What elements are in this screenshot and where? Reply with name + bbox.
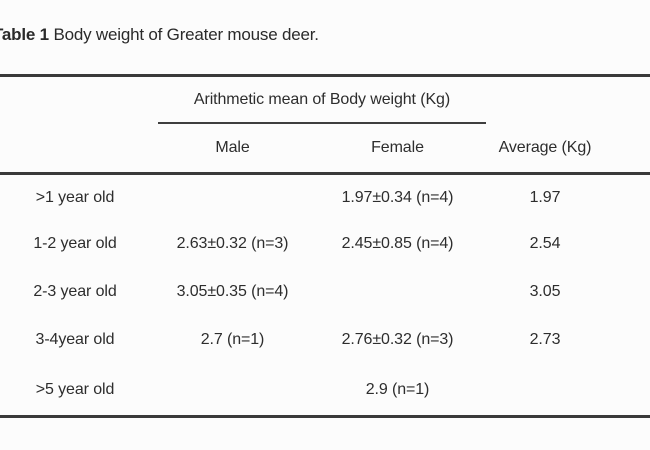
table-caption-number: Table 1 (0, 25, 49, 44)
female-cell: 2.45±0.85 (n=4) (341, 235, 454, 252)
table-row: 2-3 year old 3.05±0.35 (n=4) 3.05 (0, 268, 650, 316)
age-cell: 2-3 year old (33, 283, 117, 300)
column-header-male: Male (215, 139, 250, 156)
male-cell (150, 364, 315, 415)
table-row: 3-4year old 2.7 (n=1) 2.76±0.32 (n=3) 2.… (0, 316, 650, 364)
average-cell: 2.54 (529, 235, 561, 252)
table-row: >5 year old 2.9 (n=1) (0, 364, 650, 415)
male-cell: 2.7 (n=1) (200, 331, 265, 348)
female-cell: 2.76±0.32 (n=3) (341, 331, 454, 348)
female-cell: 1.97±0.34 (n=4) (341, 188, 454, 206)
age-cell: >5 year old (35, 380, 115, 398)
age-cell: 1-2 year old (33, 235, 117, 252)
female-cell: 2.9 (n=1) (365, 380, 430, 398)
column-header-average: Average (Kg) (498, 139, 592, 156)
table-caption: Table 1 Body weight of Greater mouse dee… (0, 25, 319, 45)
age-cell: 3-4year old (35, 331, 115, 348)
spanner-header-row: Arithmetic mean of Body weight (Kg) (0, 77, 650, 124)
male-cell: 2.63±0.32 (n=3) (176, 235, 289, 252)
column-header-row: Male Female Average (Kg) (0, 124, 650, 175)
male-cell: 3.05±0.35 (n=4) (176, 283, 289, 300)
average-cell: 3.05 (529, 283, 561, 300)
spanner-spacer-right (486, 77, 650, 124)
age-cell: >1 year old (35, 188, 115, 206)
average-cell: 2.73 (529, 331, 561, 348)
male-cell (150, 175, 315, 220)
female-cell (315, 268, 480, 316)
column-header-female: Female (371, 139, 424, 156)
column-header-age (0, 124, 150, 172)
average-cell: 1.97 (529, 188, 561, 206)
table-row: 1-2 year old 2.63±0.32 (n=3) 2.45±0.85 (… (0, 220, 650, 268)
table-caption-text: Body weight of Greater mouse deer. (48, 25, 319, 44)
spanner-header: Arithmetic mean of Body weight (Kg) (158, 77, 486, 124)
average-cell (480, 364, 650, 415)
table-row: >1 year old 1.97±0.34 (n=4) 1.97 (0, 175, 650, 220)
spanner-spacer-left (0, 77, 158, 124)
data-table: Arithmetic mean of Body weight (Kg) Male… (0, 74, 650, 418)
